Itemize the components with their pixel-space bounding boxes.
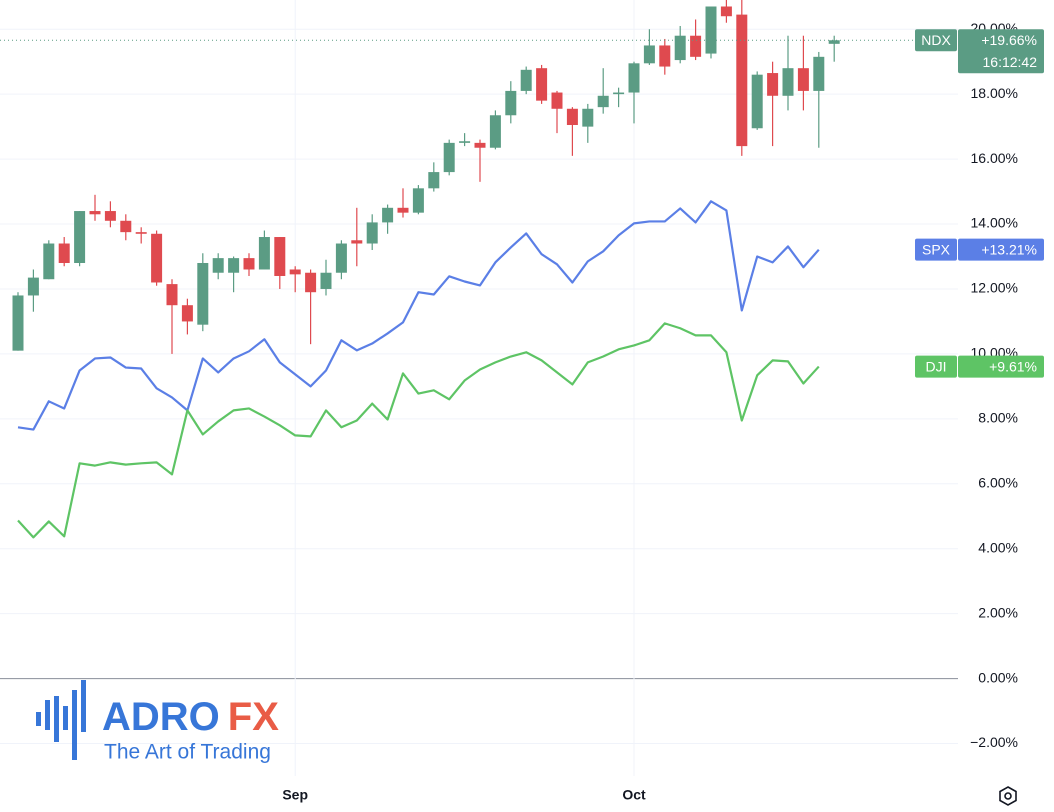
price-badge: DJI +9.61% bbox=[915, 355, 1044, 378]
y-tick-label: 6.00% bbox=[978, 474, 1018, 490]
candle-body bbox=[566, 108, 578, 126]
tagline: The Art of Trading bbox=[104, 741, 271, 764]
y-tick-label: 18.00% bbox=[971, 85, 1018, 101]
candle-body bbox=[674, 35, 686, 61]
badge-name-bg bbox=[915, 29, 957, 52]
candle-body bbox=[89, 211, 101, 215]
axes: −2.00%0.00%2.00%4.00%6.00%8.00%10.00%12.… bbox=[282, 20, 1044, 803]
candle-body bbox=[797, 68, 809, 91]
candle-body bbox=[613, 92, 625, 95]
candle-body bbox=[751, 74, 763, 129]
candle-body bbox=[643, 45, 655, 64]
candle-body bbox=[551, 92, 563, 109]
x-tick-label: Sep bbox=[282, 787, 308, 803]
y-tick-label: 16.00% bbox=[971, 150, 1018, 166]
candle-body bbox=[151, 233, 163, 283]
candle-body bbox=[597, 95, 609, 108]
candle-body bbox=[74, 211, 86, 263]
brand-accent: FX bbox=[228, 695, 279, 739]
candle-body bbox=[428, 172, 440, 189]
y-tick-label: −2.00% bbox=[970, 734, 1018, 750]
candle-body bbox=[320, 272, 332, 289]
candle-body bbox=[335, 243, 347, 273]
candle-body bbox=[197, 262, 209, 325]
candle-body bbox=[505, 90, 517, 116]
candle-body bbox=[767, 73, 779, 96]
brand: ADRO FX bbox=[102, 695, 279, 739]
y-tick-label: 4.00% bbox=[978, 539, 1018, 555]
candle-body bbox=[12, 295, 24, 351]
badge-value: +13.21% bbox=[981, 241, 1037, 257]
candle-body bbox=[104, 211, 116, 221]
plot-area bbox=[0, 0, 958, 539]
badge-value: +9.61% bbox=[989, 358, 1037, 374]
y-tick-label: 12.00% bbox=[971, 280, 1018, 296]
candle-body bbox=[58, 243, 70, 263]
candle-body bbox=[536, 68, 548, 101]
badge-countdown: 16:12:42 bbox=[983, 54, 1038, 70]
candle-body bbox=[397, 207, 409, 213]
candle-body bbox=[212, 258, 224, 273]
series-line bbox=[17, 200, 820, 431]
candle-body bbox=[736, 14, 748, 147]
x-tick-label: Oct bbox=[622, 787, 646, 803]
badge-name: NDX bbox=[921, 32, 951, 48]
badge-value-bg bbox=[958, 355, 1044, 378]
candle-body bbox=[489, 115, 501, 148]
candle-body bbox=[366, 222, 378, 244]
price-badge: SPX +13.21% bbox=[915, 238, 1044, 261]
candle-body bbox=[43, 243, 55, 280]
candle-body bbox=[782, 68, 794, 96]
candle-body bbox=[135, 232, 147, 234]
brand-main: ADRO bbox=[102, 695, 220, 739]
candle-body bbox=[166, 284, 178, 306]
y-tick-label: 8.00% bbox=[978, 410, 1018, 426]
settings-icon[interactable] bbox=[999, 786, 1017, 806]
candle-body bbox=[289, 269, 301, 275]
candle-body bbox=[813, 56, 825, 91]
candle-body bbox=[258, 237, 270, 270]
badge-value: +19.66% bbox=[981, 32, 1037, 48]
badge-name: DJI bbox=[926, 358, 947, 374]
grid bbox=[0, 0, 958, 776]
price-badge: NDX +19.66% 16:12:42 bbox=[915, 29, 1044, 74]
candle-body bbox=[351, 240, 363, 244]
candle-body bbox=[181, 305, 193, 322]
series-line bbox=[17, 322, 820, 539]
candle-body bbox=[27, 277, 39, 296]
logo-icon bbox=[36, 680, 86, 760]
badge-name-bg bbox=[915, 238, 957, 261]
candle-body bbox=[305, 272, 317, 293]
candle-body bbox=[443, 142, 455, 173]
candle-body bbox=[382, 207, 394, 223]
candle-body bbox=[274, 237, 286, 276]
candle-body bbox=[628, 63, 640, 93]
y-tick-label: 2.00% bbox=[978, 604, 1018, 620]
candle-body bbox=[659, 45, 671, 67]
badge-name: SPX bbox=[922, 241, 951, 257]
candle-body bbox=[412, 188, 424, 213]
candle-body bbox=[120, 220, 132, 233]
candle-body bbox=[228, 258, 240, 273]
badge-value-bg bbox=[958, 29, 1044, 74]
candle-body bbox=[582, 108, 594, 127]
candle-body bbox=[720, 6, 732, 17]
y-tick-label: 14.00% bbox=[971, 215, 1018, 231]
watermark: ADRO FX The Art of Trading bbox=[36, 680, 279, 764]
candle-body bbox=[243, 258, 255, 270]
y-tick-label: 0.00% bbox=[978, 669, 1018, 685]
candle-body bbox=[520, 69, 532, 91]
candle-body bbox=[828, 40, 840, 44]
badge-value-bg bbox=[958, 238, 1044, 261]
candle-body bbox=[690, 35, 702, 57]
candle-body bbox=[474, 142, 486, 148]
candle-body bbox=[705, 6, 717, 54]
candle-body bbox=[459, 141, 471, 143]
badge-name-bg bbox=[915, 355, 957, 378]
